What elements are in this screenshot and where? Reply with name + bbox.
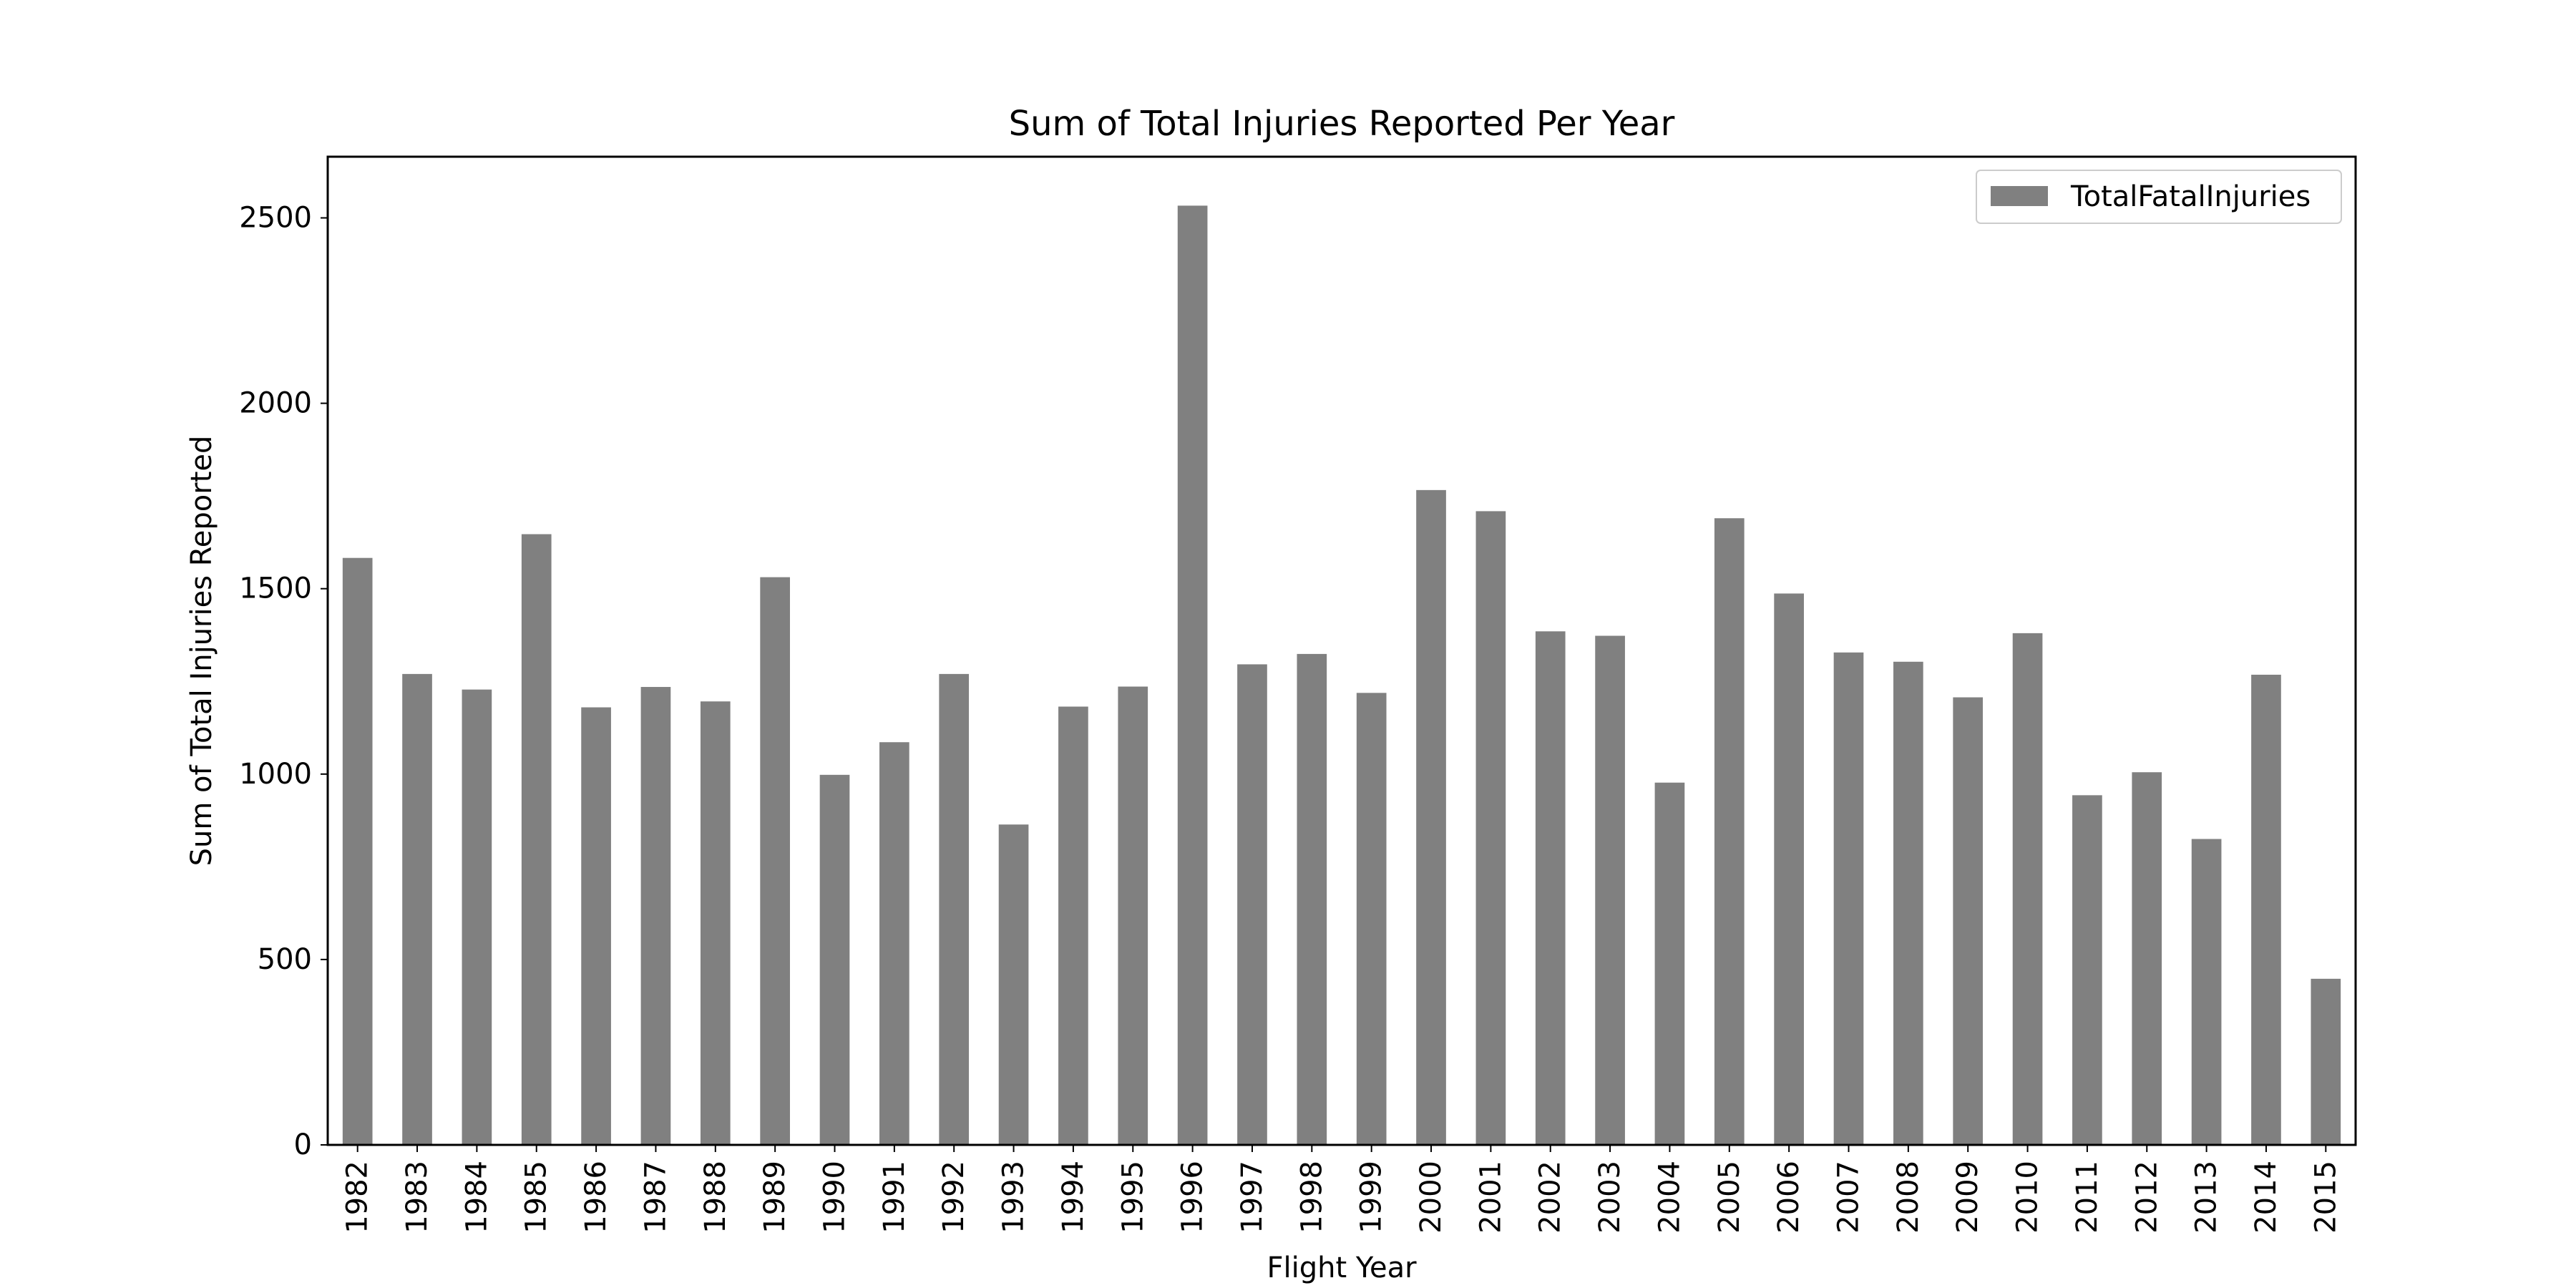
bar-1988 xyxy=(700,701,731,1145)
y-tick-label: 1500 xyxy=(239,572,312,605)
x-tick-label: 1995 xyxy=(1116,1161,1149,1234)
bar-1998 xyxy=(1297,653,1327,1145)
bar-1995 xyxy=(1118,686,1148,1145)
x-tick-label: 1984 xyxy=(460,1161,493,1234)
x-tick-label: 2008 xyxy=(1892,1161,1925,1234)
bar-1987 xyxy=(640,687,671,1145)
y-tick-label: 2000 xyxy=(239,387,312,420)
bar-2009 xyxy=(1953,697,1984,1145)
y-tick-label: 500 xyxy=(258,943,312,976)
legend: TotalFatalInjuries xyxy=(1976,170,2342,224)
bar-2001 xyxy=(1475,511,1506,1145)
bar-1996 xyxy=(1177,205,1208,1146)
legend-box xyxy=(1976,170,2342,224)
bar-2008 xyxy=(1893,661,1923,1145)
bar-2000 xyxy=(1416,489,1446,1145)
x-tick-label: 1985 xyxy=(520,1161,553,1234)
bar-1991 xyxy=(879,742,909,1145)
x-tick-label: 1989 xyxy=(758,1161,791,1234)
x-tick-label: 1988 xyxy=(699,1161,732,1234)
x-tick-label: 1993 xyxy=(997,1161,1030,1234)
x-tick-label: 1991 xyxy=(878,1161,911,1234)
bar-1983 xyxy=(402,673,432,1145)
bar-1997 xyxy=(1237,664,1267,1145)
bar-2005 xyxy=(1714,518,1745,1145)
x-tick-label: 2006 xyxy=(1772,1161,1805,1234)
y-axis-title: Sum of Total Injuries Reported xyxy=(185,436,218,867)
bar-2014 xyxy=(2251,674,2281,1145)
x-tick-label: 2013 xyxy=(2190,1161,2223,1234)
bar-1994 xyxy=(1058,706,1088,1145)
bar-2003 xyxy=(1595,635,1625,1145)
bar-2007 xyxy=(1833,652,1864,1145)
bar-2011 xyxy=(2072,795,2102,1145)
x-axis-title: Flight Year xyxy=(1267,1252,1417,1284)
x-tick-label: 1990 xyxy=(819,1161,852,1234)
bar-2012 xyxy=(2132,772,2162,1145)
bar-2015 xyxy=(2311,978,2341,1145)
x-tick-label: 2007 xyxy=(1833,1161,1865,1234)
x-tick-label: 2010 xyxy=(2011,1161,2044,1234)
bar-2013 xyxy=(2191,839,2222,1145)
x-tick-label: 1997 xyxy=(1236,1161,1269,1234)
x-tick-label: 1994 xyxy=(1057,1161,1090,1234)
x-tick-label: 2000 xyxy=(1415,1161,1448,1234)
bar-1984 xyxy=(462,689,492,1145)
plot-frame xyxy=(326,155,2357,1146)
x-tick-label: 1992 xyxy=(937,1161,970,1234)
x-axis-ticks: 1982 1983 1984 1985 1986 1987 1988 1989 1990 1991… xyxy=(341,1145,2342,1234)
x-tick-label: 1996 xyxy=(1176,1161,1209,1234)
x-tick-label: 2012 xyxy=(2130,1161,2163,1234)
y-tick-label: 0 xyxy=(294,1128,312,1161)
x-tick-label: 2005 xyxy=(1713,1161,1746,1234)
x-tick-label: 2014 xyxy=(2250,1161,2283,1234)
bar-2004 xyxy=(1654,782,1685,1145)
x-tick-label: 2009 xyxy=(1951,1161,1984,1234)
bar-1982 xyxy=(342,557,373,1145)
bar-2010 xyxy=(2012,633,2043,1145)
bar-2006 xyxy=(1774,593,1804,1145)
y-axis-ticks: 0 500 1000 1500 2000 2500 xyxy=(239,202,328,1161)
x-tick-label: 1987 xyxy=(639,1161,672,1234)
x-tick-label: 1982 xyxy=(341,1161,374,1234)
legend-label: TotalFatalInjuries xyxy=(2070,180,2311,213)
bar-1990 xyxy=(819,774,850,1145)
x-tick-label: 2002 xyxy=(1534,1161,1567,1234)
x-tick-label: 2001 xyxy=(1474,1161,1507,1234)
bar-1992 xyxy=(939,673,970,1145)
bar-1986 xyxy=(581,707,611,1145)
x-tick-label: 2003 xyxy=(1594,1161,1626,1234)
bar-2002 xyxy=(1535,631,1566,1145)
y-tick-label: 1000 xyxy=(239,758,312,791)
y-tick-label: 2500 xyxy=(239,202,312,235)
bar-1993 xyxy=(998,824,1029,1145)
x-tick-label: 1986 xyxy=(580,1161,613,1234)
x-tick-label: 1983 xyxy=(401,1161,434,1234)
legend-swatch xyxy=(1991,186,2048,206)
bar-1985 xyxy=(521,534,552,1145)
bar-1989 xyxy=(760,577,790,1145)
x-tick-label: 2004 xyxy=(1653,1161,1686,1234)
bar-1999 xyxy=(1356,693,1387,1145)
x-tick-label: 1998 xyxy=(1295,1161,1328,1234)
chart-title: Sum of Total Injuries Reported Per Year xyxy=(1009,104,1675,144)
x-tick-label: 2015 xyxy=(2309,1161,2342,1234)
x-tick-label: 1999 xyxy=(1355,1161,1388,1234)
x-tick-label: 2011 xyxy=(2071,1161,2104,1234)
bars-layer xyxy=(342,205,2341,1146)
